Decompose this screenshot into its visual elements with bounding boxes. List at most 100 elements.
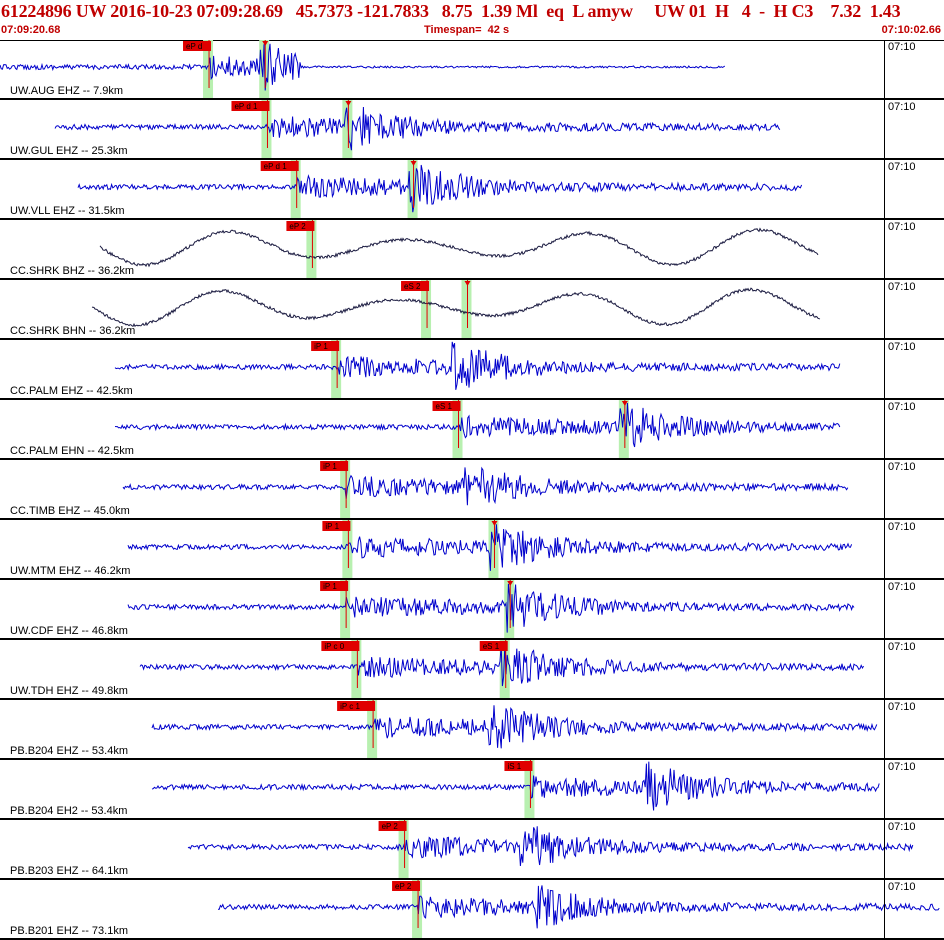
trace-row[interactable]: iP c 1 07:10 PB.B204 EHZ -- 53.4km — [0, 700, 944, 760]
trace-panel[interactable]: eP d 07:10 UW.AUG EHZ -- 7.9km eP d 1 07:10 U… — [0, 40, 944, 940]
station-label: CC.SHRK BHN -- 36.2km — [10, 325, 136, 337]
header-bar: 61224896 UW 2016-10-23 07:09:28.69 45.73… — [0, 0, 944, 41]
waveform-trace — [114, 402, 841, 448]
waveform-trace — [187, 826, 914, 867]
trace-row[interactable]: iP 1 07:10 UW.MTM EHZ -- 46.2km — [0, 520, 944, 580]
pick-window — [421, 280, 432, 338]
time-divider — [884, 460, 885, 518]
pick-window — [331, 340, 342, 398]
station-label: CC.PALM EHZ -- 42.5km — [10, 385, 133, 397]
station-label: UW.VLL EHZ -- 31.5km — [10, 205, 125, 217]
waveform-canvas[interactable]: iP c 1 — [0, 700, 944, 760]
pick-window — [340, 580, 351, 638]
time-divider — [884, 400, 885, 458]
pick-label: iP 1 — [323, 582, 337, 591]
pick-label-box — [378, 821, 407, 831]
pick-window — [412, 880, 423, 938]
waveform-canvas[interactable]: eP 2 — [0, 820, 944, 880]
trace-row[interactable]: eP d 1 07:10 UW.GUL EHZ -- 25.3km — [0, 100, 944, 160]
pick-label: iP c 0 — [324, 642, 344, 651]
pick-window — [203, 40, 214, 98]
pick-label: iP 1 — [323, 462, 337, 471]
pick-window — [452, 400, 463, 458]
waveform-canvas[interactable]: eP d 1 — [0, 100, 944, 160]
waveform-canvas[interactable]: iP 1 — [0, 340, 944, 400]
pick-label: eS 2 — [404, 282, 421, 291]
waveform-canvas[interactable]: iP 1 — [0, 520, 944, 580]
trace-time-label: 07:10 — [888, 341, 916, 353]
pick-label: iP c 1 — [340, 702, 360, 711]
pick-label: eP 2 — [395, 882, 412, 891]
waveform-trace — [127, 524, 853, 571]
pick-window — [306, 220, 317, 278]
pick-window — [367, 700, 378, 758]
waveform-canvas[interactable]: eP 2 — [0, 220, 944, 280]
pick-window — [504, 580, 515, 638]
trace-row[interactable]: eP 2 07:10 PB.B203 EHZ -- 64.1km — [0, 820, 944, 880]
pick-label: eP d 1 — [234, 102, 258, 111]
waveform-canvas[interactable]: iS 1 — [0, 760, 944, 820]
pick-label: iP 1 — [314, 342, 328, 351]
time-divider — [884, 820, 885, 878]
pick-window — [618, 400, 629, 458]
trace-row[interactable]: eP d 07:10 UW.AUG EHZ -- 7.9km — [0, 40, 944, 100]
trace-row[interactable]: iP 1 07:10 CC.TIMB EHZ -- 45.0km — [0, 460, 944, 520]
pick-label: eP 2 — [289, 222, 306, 231]
trace-row[interactable]: eP d 1 07:10 UW.VLL EHZ -- 31.5km — [0, 160, 944, 220]
trace-time-label: 07:10 — [888, 761, 916, 773]
pick-triangle-icon — [621, 401, 628, 406]
pick-window — [398, 820, 409, 878]
trace-row[interactable]: eP 2 07:10 CC.SHRK BHZ -- 36.2km — [0, 220, 944, 280]
waveform-trace — [99, 227, 819, 268]
trace-row[interactable]: eS 1 07:10 CC.PALM EHN -- 42.5km — [0, 400, 944, 460]
trace-row[interactable]: iP 1 07:10 UW.CDF EHZ -- 46.8km — [0, 580, 944, 640]
waveform-trace — [54, 106, 781, 151]
waveform-canvas[interactable]: eS 1 — [0, 400, 944, 460]
trace-row[interactable]: iS 1 07:10 PB.B204 EH2 -- 53.4km — [0, 760, 944, 820]
waveform-canvas[interactable]: iP 1 — [0, 580, 944, 640]
time-divider — [884, 520, 885, 578]
waveform-canvas[interactable]: iP c 0 eS 1 — [0, 640, 944, 700]
pick-label-box — [432, 401, 461, 411]
time-divider — [884, 280, 885, 338]
waveform-canvas[interactable]: eS 2 — [0, 280, 944, 340]
trace-row[interactable]: eS 2 07:10 CC.SHRK BHN -- 36.2km — [0, 280, 944, 340]
trace-row[interactable]: iP c 0 eS 1 07:10 UW.TDH EHZ -- 49.8km — [0, 640, 944, 700]
waveform-canvas[interactable]: eP 2 — [0, 880, 944, 940]
pick-label-box — [392, 881, 421, 891]
pick-label-box — [260, 161, 299, 171]
station-label: PB.B204 EH2 -- 53.4km — [10, 805, 128, 817]
end-time: 07:10:02.66 — [881, 24, 941, 36]
station-label: PB.B204 EHZ -- 53.4km — [10, 745, 128, 757]
waveform-canvas[interactable]: eP d 1 — [0, 160, 944, 220]
waveform-trace — [122, 466, 849, 506]
station-label: CC.SHRK BHZ -- 36.2km — [10, 265, 135, 277]
event-title: 61224896 UW 2016-10-23 07:09:28.69 45.73… — [1, 1, 901, 21]
pick-label-box — [321, 641, 360, 651]
pick-window — [261, 100, 272, 158]
time-divider — [884, 340, 885, 398]
waveform-trace — [151, 705, 878, 749]
waveform-canvas[interactable]: iP 1 — [0, 460, 944, 520]
start-time: 07:09:20.68 — [1, 24, 61, 36]
pick-label: iP 1 — [325, 522, 339, 531]
pick-label-box — [479, 641, 508, 651]
pick-triangle-icon — [262, 41, 269, 46]
station-label: CC.PALM EHN -- 42.5km — [10, 445, 134, 457]
pick-window — [342, 100, 353, 158]
trace-row[interactable]: eP 2 07:10 PB.B201 EHZ -- 73.1km — [0, 880, 944, 940]
trace-time-label: 07:10 — [888, 581, 916, 593]
pick-window — [524, 760, 535, 818]
waveform-trace — [151, 761, 880, 811]
trace-row[interactable]: iP 1 07:10 CC.PALM EHZ -- 42.5km — [0, 340, 944, 400]
trace-time-label: 07:10 — [888, 161, 916, 173]
waveform-canvas[interactable]: eP d — [0, 40, 944, 100]
pick-label: eS 1 — [436, 402, 453, 411]
pick-label-box — [320, 581, 349, 591]
station-label: UW.MTM EHZ -- 46.2km — [10, 565, 131, 577]
time-divider — [884, 580, 885, 638]
trace-time-label: 07:10 — [888, 401, 916, 413]
pick-window — [461, 280, 472, 338]
time-divider — [884, 760, 885, 818]
station-label: PB.B201 EHZ -- 73.1km — [10, 925, 128, 937]
